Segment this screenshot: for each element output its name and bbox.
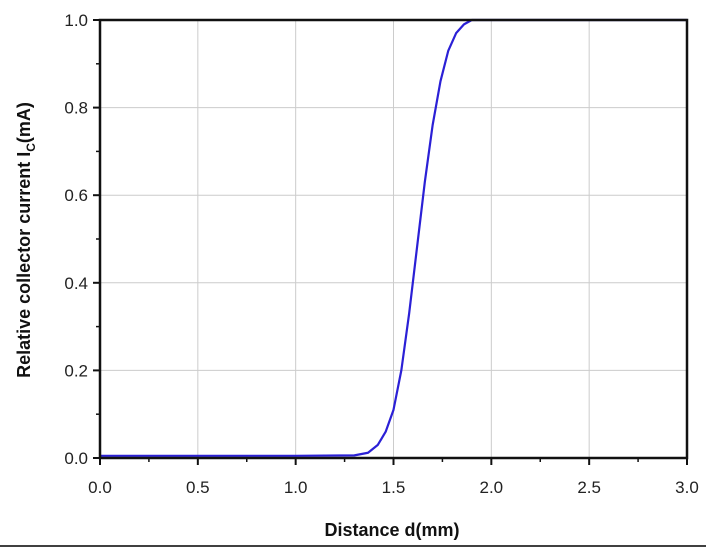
x-tick-label: 2.0: [480, 478, 504, 497]
x-tick-label: 0.5: [186, 478, 210, 497]
y-tick-label: 0.2: [64, 361, 88, 380]
y-tick-label: 0.0: [64, 449, 88, 468]
x-tick-label: 1.0: [284, 478, 308, 497]
y-tick-labels: 0.0 0.2 0.4 0.6 0.8 1.0: [64, 11, 88, 468]
y-tick-label: 0.6: [64, 186, 88, 205]
y-tick-label: 1.0: [64, 11, 88, 30]
y-axis-title: Relative collector current IC(mA): [14, 102, 38, 378]
x-tick-label: 2.5: [577, 478, 601, 497]
x-axis-title: Distance d(mm): [324, 520, 459, 540]
x-tick-label: 0.0: [88, 478, 112, 497]
plot-frame: [98, 18, 689, 460]
minor-ticks: [96, 63, 639, 462]
y-axis-title-main: Relative collector current I: [14, 152, 34, 378]
y-axis-title-suffix: (mA): [14, 102, 34, 143]
y-tick-label: 0.4: [64, 274, 88, 293]
grid: [100, 20, 687, 458]
x-tick-label: 3.0: [675, 478, 699, 497]
y-axis-title-subscript: C: [24, 143, 38, 152]
x-tick-labels: 0.0 0.5 1.0 1.5 2.0 2.5 3.0: [88, 478, 699, 497]
major-ticks: [93, 19, 688, 465]
x-tick-label: 1.5: [382, 478, 406, 497]
y-tick-label: 0.8: [64, 99, 88, 118]
